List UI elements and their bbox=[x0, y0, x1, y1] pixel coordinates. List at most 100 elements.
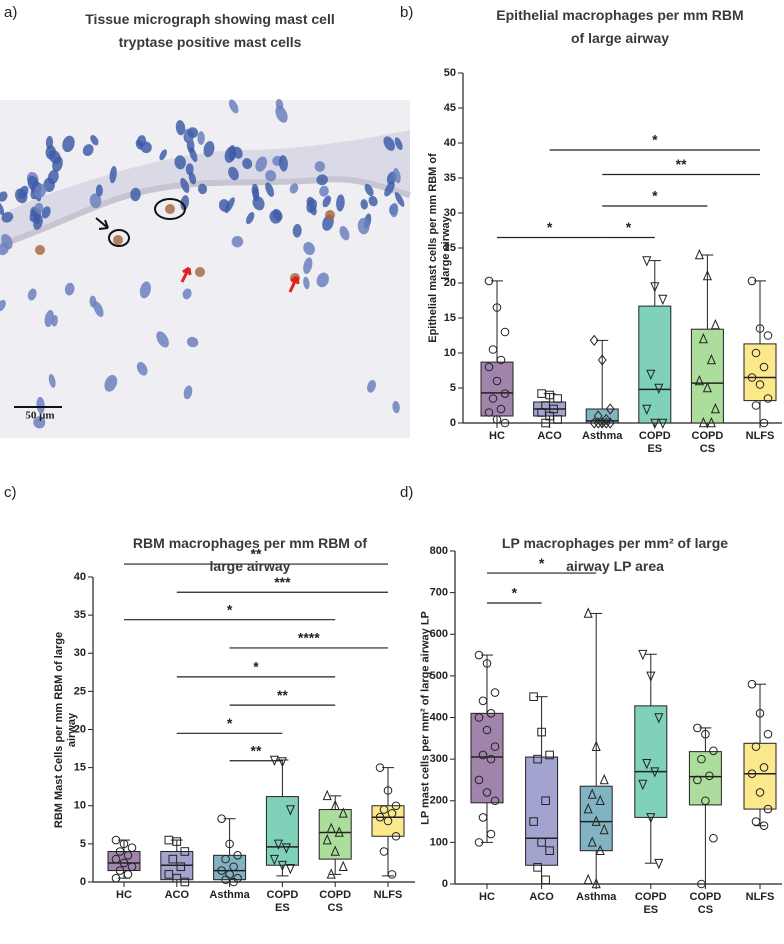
data-point bbox=[710, 318, 720, 330]
data-point bbox=[701, 796, 710, 806]
nucleus bbox=[272, 208, 283, 221]
y-tick-label: 5 bbox=[450, 382, 456, 394]
y-tick-label: 25 bbox=[444, 242, 456, 254]
data-point bbox=[484, 362, 494, 372]
nucleus bbox=[336, 194, 345, 212]
data-point bbox=[217, 866, 226, 875]
y-tick-label: 10 bbox=[444, 347, 456, 359]
data-point bbox=[229, 862, 238, 872]
panel-label: b) bbox=[400, 4, 414, 21]
nucleus bbox=[182, 288, 192, 300]
tryptase-stain bbox=[325, 210, 335, 220]
nucleus bbox=[90, 134, 99, 146]
data-point bbox=[751, 817, 761, 826]
data-point bbox=[710, 402, 720, 414]
basement-membrane bbox=[0, 176, 411, 248]
nucleus bbox=[48, 373, 56, 388]
data-point bbox=[705, 771, 714, 781]
data-point bbox=[273, 839, 283, 850]
nucleus bbox=[367, 379, 376, 393]
panel-label: d) bbox=[400, 484, 414, 501]
nucleus bbox=[394, 137, 403, 150]
data-point bbox=[537, 727, 546, 737]
nucleus bbox=[175, 120, 186, 136]
data-point bbox=[533, 754, 542, 764]
nucleus bbox=[392, 400, 400, 414]
nucleus bbox=[319, 185, 329, 197]
data-point bbox=[127, 862, 137, 872]
data-point bbox=[334, 826, 344, 837]
y-tick-label: 600 bbox=[430, 628, 448, 640]
data-point bbox=[646, 369, 656, 381]
tryptase-stain bbox=[35, 245, 45, 255]
data-point bbox=[115, 866, 125, 875]
data-point bbox=[217, 814, 226, 824]
data-point bbox=[595, 794, 605, 806]
data-point bbox=[387, 870, 397, 879]
nucleus bbox=[156, 331, 169, 348]
data-point bbox=[642, 256, 652, 267]
data-point bbox=[123, 870, 133, 879]
nucleus bbox=[197, 131, 205, 145]
mast-cell-circle bbox=[154, 198, 186, 220]
data-point bbox=[221, 854, 230, 864]
x-tick-label: COPD CS bbox=[689, 891, 722, 916]
nucleus bbox=[314, 161, 326, 172]
data-point bbox=[383, 816, 393, 826]
x-tick-label: COPD ES bbox=[266, 889, 299, 914]
data-point bbox=[123, 851, 133, 860]
data-point bbox=[529, 817, 538, 826]
data-point bbox=[751, 742, 761, 751]
x-tick-label: COPD CS bbox=[691, 430, 724, 455]
red-arrow bbox=[180, 266, 192, 283]
x-tick-label: COPD ES bbox=[634, 891, 667, 916]
y-tick-label: 15 bbox=[444, 312, 456, 324]
x-tick-label: NLFS bbox=[373, 889, 403, 901]
nucleus bbox=[197, 183, 208, 195]
data-point bbox=[755, 709, 765, 718]
tryptase-stain bbox=[113, 235, 123, 245]
data-point bbox=[747, 276, 757, 286]
data-point bbox=[375, 812, 385, 822]
data-point bbox=[115, 847, 125, 856]
chart-title: RBM macrophages per mm RBM of large airw… bbox=[132, 535, 368, 574]
y-tick-label: 400 bbox=[430, 711, 448, 723]
red-arrow bbox=[288, 275, 300, 293]
data-point bbox=[589, 417, 599, 429]
data-point bbox=[391, 831, 401, 841]
significance-label: * bbox=[652, 188, 658, 204]
y-tick-label: 100 bbox=[430, 836, 448, 848]
nucleus bbox=[33, 416, 46, 429]
data-point bbox=[326, 822, 336, 833]
data-point bbox=[490, 742, 500, 751]
data-point bbox=[759, 763, 769, 772]
data-point bbox=[583, 803, 593, 814]
y-tick-label: 800 bbox=[430, 545, 448, 557]
nucleus bbox=[246, 212, 255, 225]
nucleus bbox=[265, 182, 275, 197]
nucleus bbox=[186, 336, 199, 348]
data-point bbox=[496, 404, 506, 414]
epithelium bbox=[0, 130, 410, 245]
data-point bbox=[119, 839, 129, 849]
nucleus bbox=[27, 288, 37, 301]
y-tick-label: 45 bbox=[444, 102, 456, 114]
data-point bbox=[698, 332, 708, 344]
nucleus bbox=[228, 145, 237, 161]
y-tick-label: 50 bbox=[444, 67, 456, 79]
data-point bbox=[474, 650, 484, 660]
nucleus bbox=[292, 224, 302, 238]
significance-label: * bbox=[253, 659, 259, 675]
box bbox=[690, 328, 724, 424]
data-point bbox=[553, 394, 562, 403]
data-point bbox=[701, 729, 710, 739]
nucleus bbox=[394, 192, 405, 207]
data-point bbox=[693, 723, 702, 733]
significance-label: ** bbox=[251, 742, 262, 758]
data-point bbox=[488, 394, 498, 403]
data-point bbox=[706, 353, 716, 365]
data-point bbox=[591, 740, 601, 751]
y-tick-label: 35 bbox=[74, 609, 86, 621]
y-tick-label: 200 bbox=[430, 795, 448, 807]
y-axis-label: RBM Mast Cells per mm RBM of large airwa… bbox=[53, 631, 78, 828]
